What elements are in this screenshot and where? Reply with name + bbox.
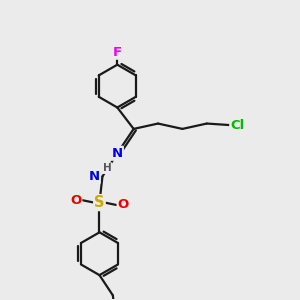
Text: O: O [118, 199, 129, 212]
Text: F: F [113, 46, 122, 59]
Text: H: H [103, 163, 111, 173]
Text: N: N [112, 147, 123, 160]
Text: Cl: Cl [230, 118, 244, 131]
Text: N: N [88, 170, 100, 183]
Text: S: S [94, 195, 105, 210]
Text: O: O [70, 194, 81, 207]
